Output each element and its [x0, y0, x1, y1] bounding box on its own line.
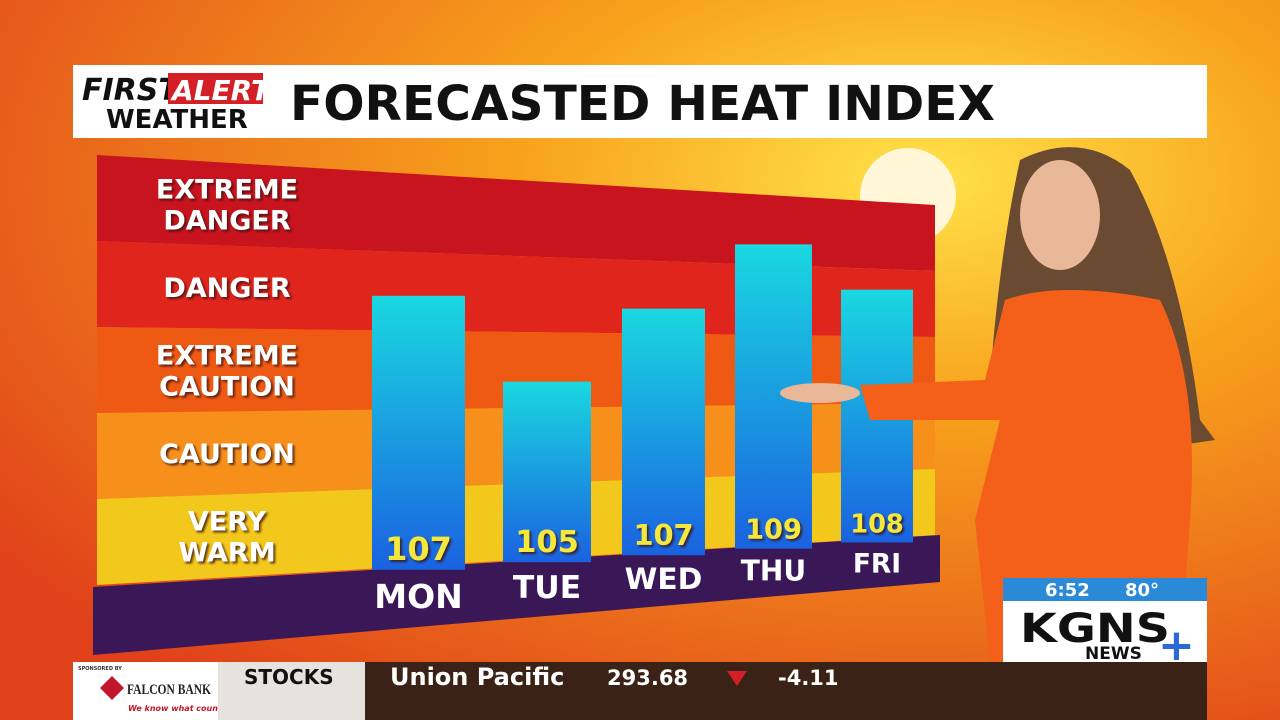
- band-label: DANGER: [163, 206, 291, 237]
- section-box: [218, 662, 365, 720]
- ticker-bar: [365, 662, 1207, 720]
- stock-price: 293.68: [607, 666, 688, 690]
- chart: EXTREMEDANGERDANGEREXTREMECAUTIONCAUTION…: [93, 155, 940, 655]
- time: 6:52: [1045, 580, 1090, 601]
- band: [97, 155, 935, 271]
- sponsor-label: SPONSORED BY: [78, 666, 122, 672]
- sponsor: FALCON BANK: [127, 682, 211, 698]
- stock-change: -4.11: [778, 666, 839, 690]
- presenter: [780, 147, 1215, 662]
- sponsor-box: [73, 662, 218, 720]
- brand-alert: ALERT: [170, 74, 272, 107]
- value-label: 107: [385, 530, 452, 568]
- bar: [622, 308, 705, 556]
- category-label: THU: [741, 555, 806, 588]
- value-label: 105: [515, 525, 578, 560]
- band-label: DANGER: [163, 273, 291, 304]
- band-label: VERY: [188, 506, 267, 537]
- temperature: 80°: [1125, 580, 1159, 601]
- category-label: TUE: [513, 570, 581, 606]
- title: FORECASTED HEAT INDEX: [290, 76, 995, 132]
- value-label: 108: [850, 509, 903, 539]
- category-label: FRI: [853, 548, 901, 579]
- bug-bar: [1003, 578, 1207, 601]
- band-label: CAUTION: [159, 439, 295, 470]
- band: [97, 327, 935, 413]
- band-label: CAUTION: [159, 372, 295, 403]
- brand: FIRST: [82, 73, 181, 108]
- brand: WEATHER: [106, 105, 248, 135]
- station: KGNS: [1020, 606, 1170, 652]
- stock-name: Union Pacific: [390, 663, 564, 691]
- category-label: MON: [374, 577, 463, 616]
- band-label: EXTREME: [156, 175, 298, 206]
- band: [97, 241, 935, 337]
- band-label: EXTREME: [156, 341, 298, 372]
- floor: [93, 535, 940, 655]
- down-arrow: [727, 671, 747, 686]
- value-label: 107: [633, 518, 693, 552]
- band-label: WARM: [178, 537, 275, 568]
- station-sub: NEWS: [1085, 644, 1142, 664]
- sponsor-logo: [100, 676, 124, 700]
- bar: [503, 381, 591, 563]
- tagline: We know what counts: [128, 704, 227, 713]
- section: STOCKS: [244, 665, 334, 689]
- value-label: 109: [745, 515, 802, 546]
- bug-logo: [1003, 601, 1207, 662]
- bar: [372, 295, 465, 570]
- category-label: WED: [625, 562, 703, 597]
- brand-box: [168, 73, 263, 104]
